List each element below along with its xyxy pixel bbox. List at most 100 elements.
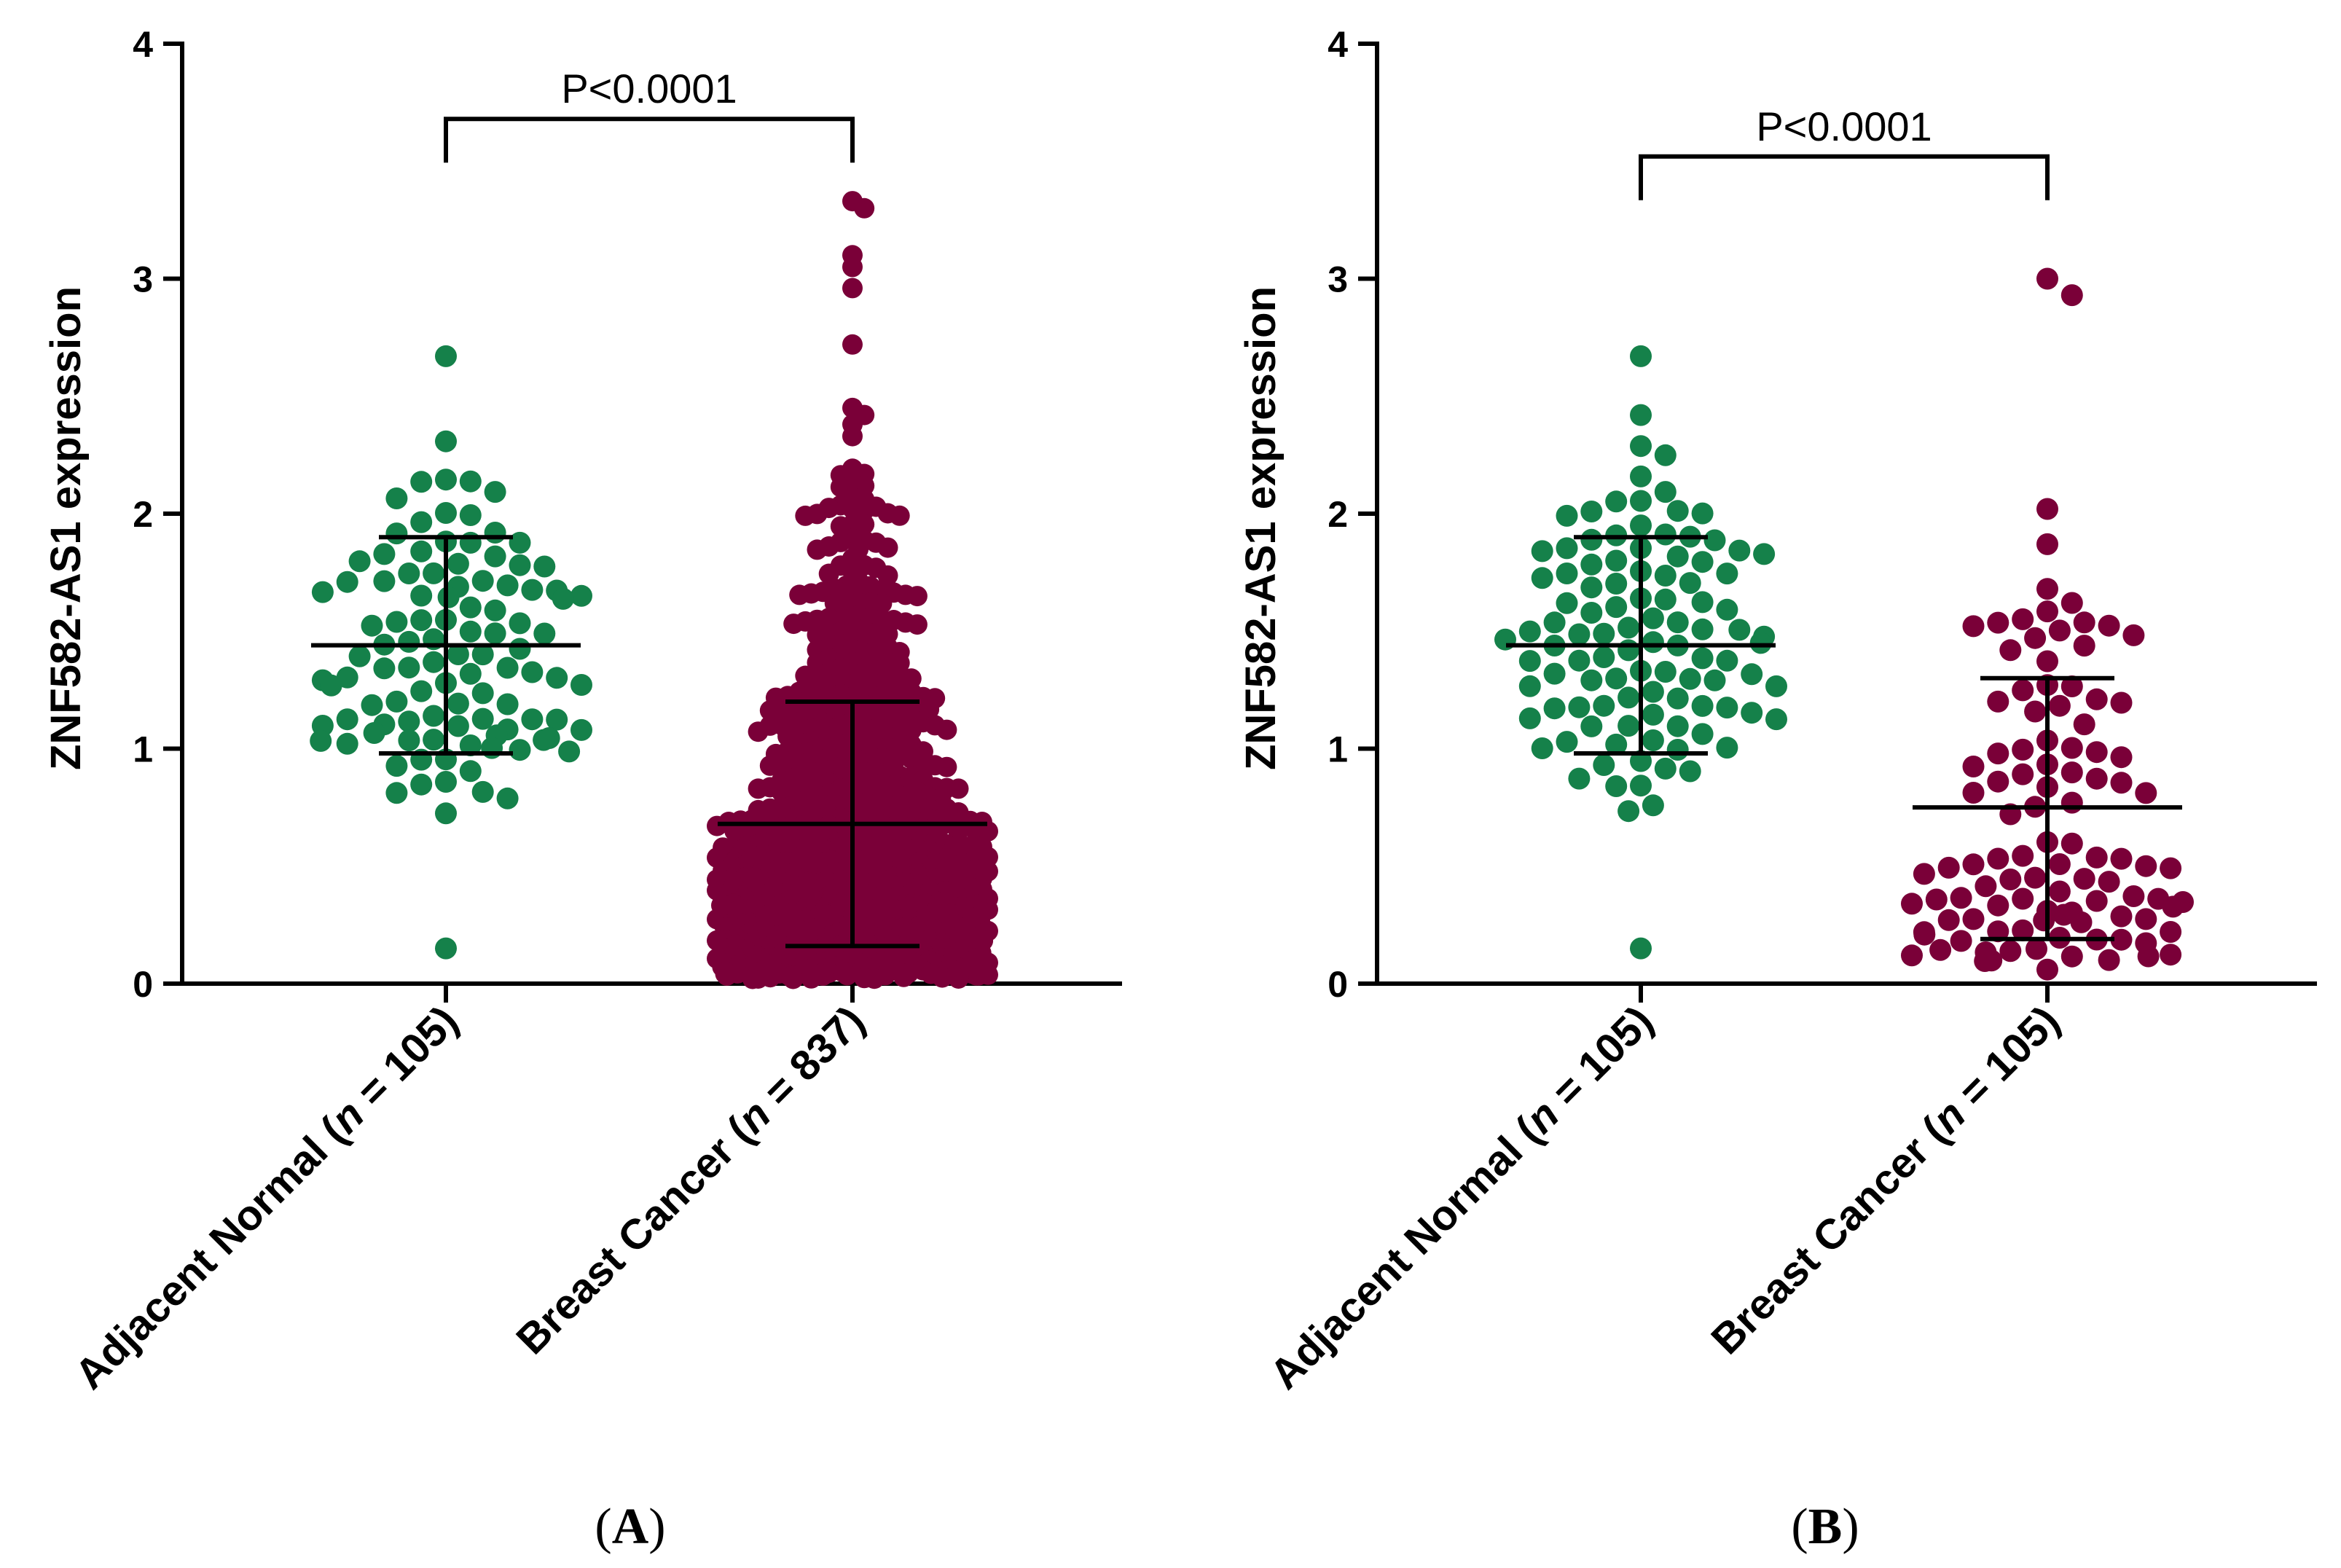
data-point bbox=[1703, 529, 1726, 552]
data-point bbox=[1518, 675, 1541, 697]
data-point bbox=[546, 708, 568, 731]
data-point bbox=[842, 256, 863, 278]
data-point bbox=[1605, 667, 1628, 690]
data-point bbox=[385, 611, 408, 633]
data-point bbox=[484, 545, 506, 568]
data-point bbox=[1556, 504, 1578, 527]
data-point bbox=[1901, 944, 1923, 967]
category-n-value: = 105) bbox=[340, 997, 467, 1124]
data-point bbox=[842, 334, 863, 355]
significance-bracket bbox=[1639, 154, 2050, 200]
data-point bbox=[509, 739, 531, 761]
data-point bbox=[2085, 846, 2108, 869]
data-point bbox=[521, 708, 544, 731]
data-point bbox=[336, 571, 358, 593]
data-point bbox=[509, 612, 531, 635]
data-point bbox=[1987, 920, 2009, 943]
data-point bbox=[533, 555, 556, 578]
data-point bbox=[471, 643, 494, 666]
data-point bbox=[1617, 616, 1640, 639]
data-point bbox=[2060, 761, 2083, 784]
data-point bbox=[1580, 715, 1603, 737]
data-point bbox=[1913, 863, 1935, 885]
data-point bbox=[1716, 649, 1738, 672]
data-point bbox=[948, 968, 969, 989]
data-point bbox=[570, 718, 592, 741]
data-point bbox=[836, 965, 858, 986]
data-point bbox=[1654, 661, 1677, 683]
data-point bbox=[1580, 528, 1603, 551]
data-point bbox=[435, 937, 457, 960]
data-point bbox=[906, 614, 928, 635]
data-point bbox=[2048, 853, 2071, 875]
data-point bbox=[1666, 545, 1689, 568]
data-point bbox=[2135, 855, 2157, 877]
y-tick-label: 0 bbox=[133, 964, 153, 1005]
data-point bbox=[1691, 723, 1714, 745]
data-point bbox=[1531, 567, 1553, 589]
data-point bbox=[1666, 500, 1689, 522]
y-tick-label: 0 bbox=[1328, 964, 1348, 1005]
data-point bbox=[459, 504, 482, 526]
data-point bbox=[423, 562, 445, 584]
data-point bbox=[1518, 620, 1541, 643]
data-point bbox=[936, 756, 957, 777]
panel-label: (B) bbox=[1791, 1499, 1859, 1555]
data-point bbox=[435, 430, 457, 452]
data-point bbox=[1925, 888, 1948, 911]
category-n-value: = 105) bbox=[1534, 997, 1662, 1124]
data-point bbox=[2060, 945, 2083, 968]
data-point bbox=[1728, 619, 1751, 641]
data-point bbox=[2024, 700, 2047, 723]
data-point bbox=[435, 502, 457, 524]
data-point bbox=[2036, 498, 2058, 520]
data-point bbox=[1987, 690, 2009, 713]
data-point bbox=[932, 967, 953, 988]
panel-b: 0 1 2 3 4 ZNF582-AS1 expression Adjacent Norma… bbox=[1237, 24, 2317, 1555]
category-name: Adjacent Normal ( bbox=[1260, 1109, 1550, 1398]
data-point bbox=[336, 708, 358, 731]
data-point bbox=[2085, 767, 2108, 790]
data-point bbox=[1962, 615, 1985, 638]
data-point bbox=[533, 729, 555, 751]
data-point bbox=[459, 662, 482, 685]
data-point bbox=[2110, 847, 2133, 870]
data-point bbox=[1617, 686, 1640, 709]
data-point bbox=[1679, 667, 1701, 690]
data-point bbox=[2012, 887, 2034, 910]
data-point bbox=[459, 760, 482, 783]
data-point bbox=[854, 197, 875, 219]
data-point bbox=[2012, 763, 2034, 785]
data-point bbox=[2036, 600, 2058, 623]
data-point bbox=[2085, 890, 2108, 912]
data-point bbox=[410, 584, 433, 607]
data-point bbox=[398, 562, 420, 584]
data-point bbox=[435, 345, 457, 367]
y-tick-label: 3 bbox=[1328, 259, 1348, 300]
data-point bbox=[410, 471, 433, 493]
category-name: Adjacent Normal ( bbox=[66, 1109, 355, 1398]
data-point bbox=[435, 802, 457, 825]
data-point bbox=[1666, 739, 1689, 761]
data-point bbox=[447, 692, 469, 715]
data-point bbox=[1962, 853, 1985, 876]
data-point bbox=[1950, 887, 1972, 909]
data-point bbox=[1543, 662, 1566, 685]
data-point bbox=[2060, 832, 2083, 855]
data-point bbox=[772, 782, 792, 803]
y-tick-label: 1 bbox=[1328, 729, 1348, 770]
data-point bbox=[1741, 702, 1763, 724]
data-point bbox=[533, 622, 556, 645]
data-point bbox=[2036, 578, 2058, 600]
panel-a: 0 1 2 3 4 ZNF582-AS1 expression Adjacent Norma… bbox=[42, 24, 1122, 1555]
data-point bbox=[842, 426, 863, 447]
data-point bbox=[1642, 681, 1664, 703]
data-point bbox=[2060, 737, 2083, 759]
data-point bbox=[724, 820, 745, 842]
data-point bbox=[509, 638, 531, 660]
p-value-label: P<0.0001 bbox=[561, 66, 737, 111]
data-point bbox=[1531, 737, 1553, 759]
data-point bbox=[978, 820, 998, 842]
data-point bbox=[1962, 756, 1985, 777]
